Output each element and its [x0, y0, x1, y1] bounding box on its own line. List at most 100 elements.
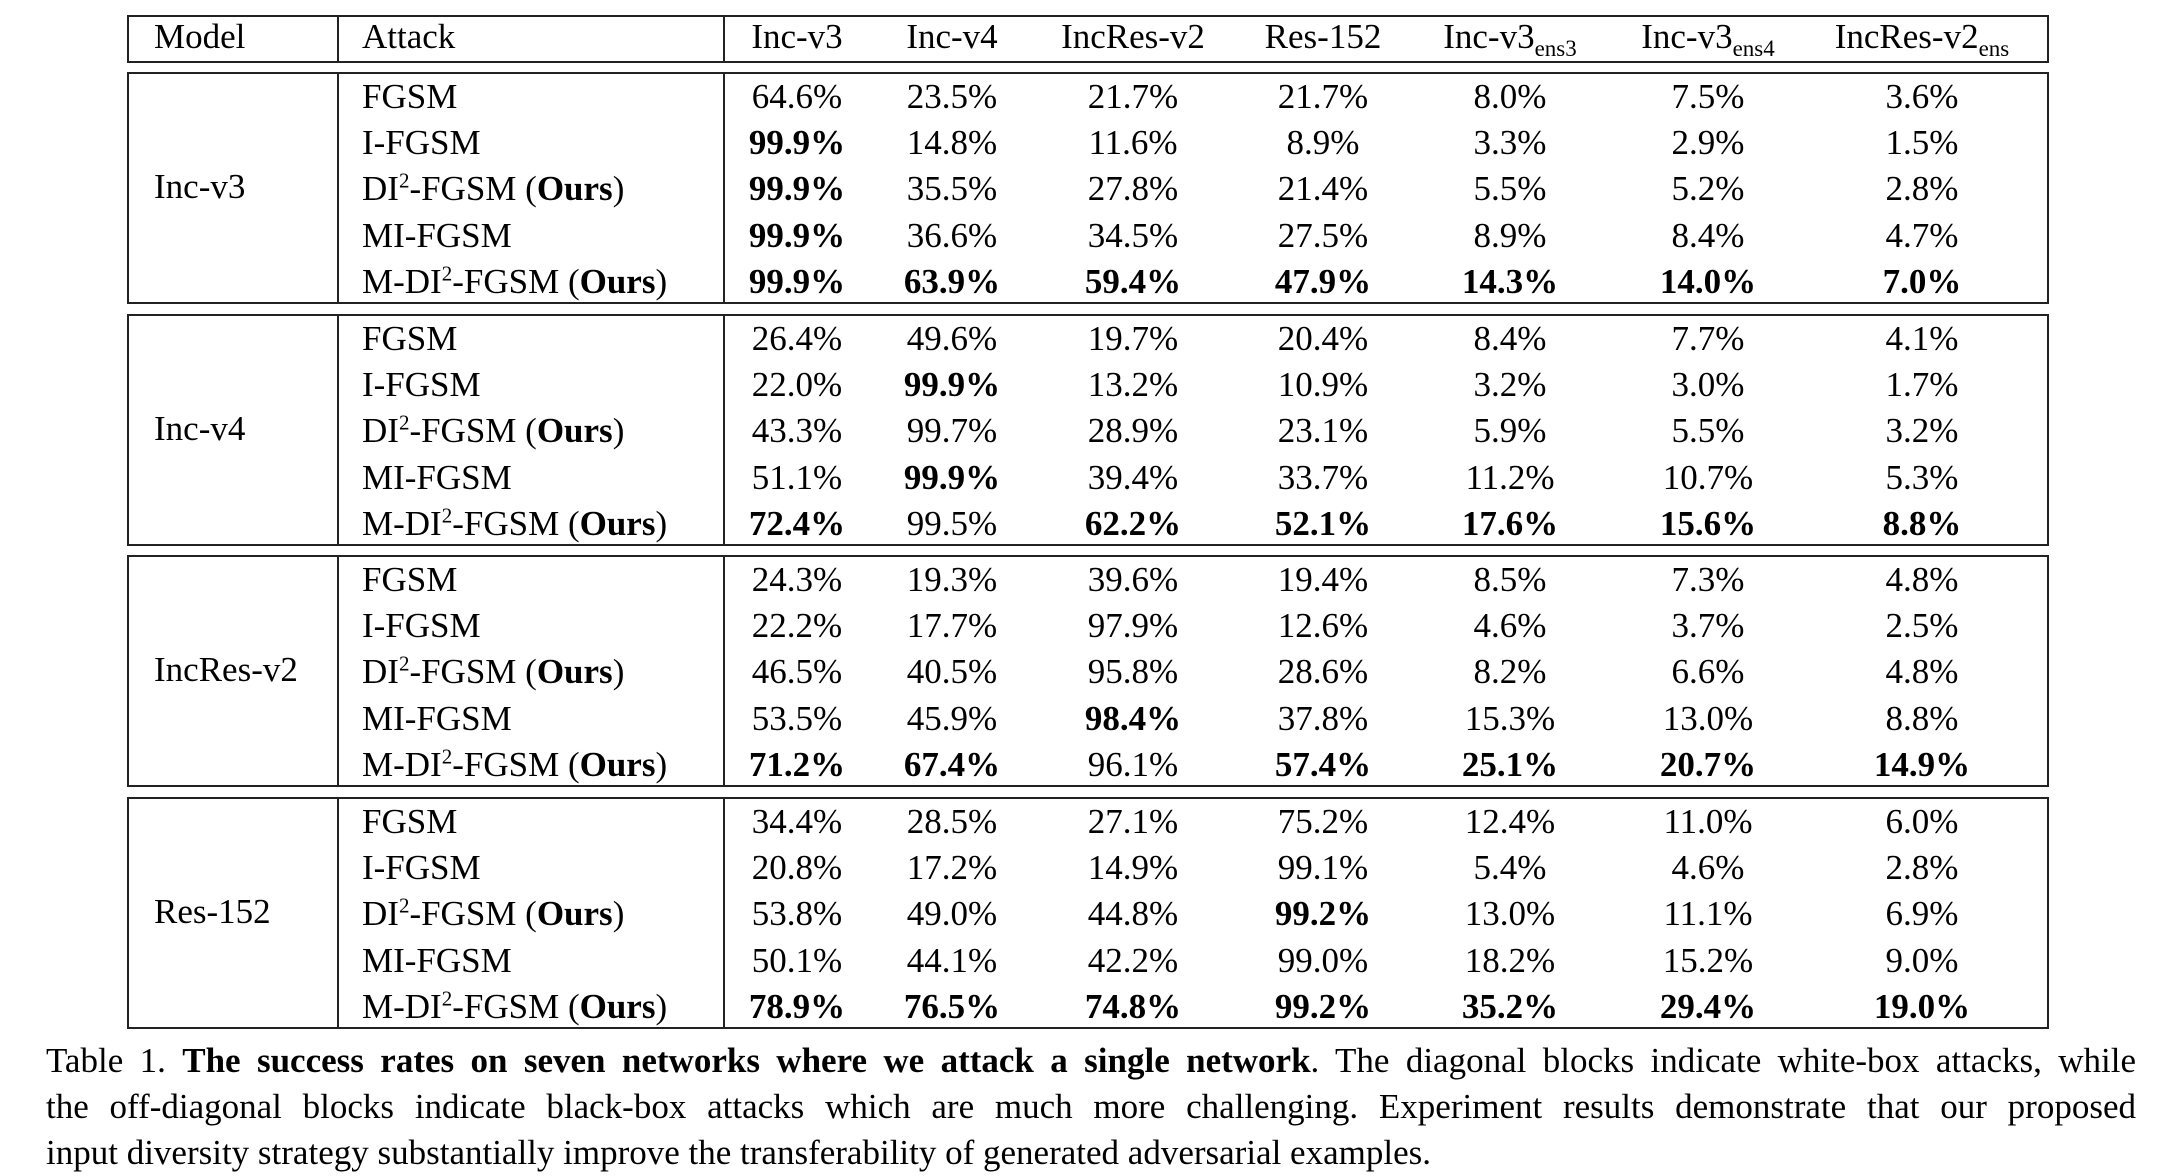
success-rate-cell: 8.8% [1885, 698, 1959, 738]
success-rate-cell: 99.9% [748, 215, 846, 255]
success-rate-cell: 2.9% [1671, 123, 1745, 163]
success-rate-cell: 20.7% [1659, 744, 1757, 784]
success-rate-cell: 72.4% [748, 503, 846, 543]
column-header: IncRes-v2ens [1834, 17, 2010, 61]
success-rate-cell: 99.5% [906, 503, 998, 543]
success-rate-cell: 99.9% [748, 169, 846, 209]
success-rate-cell: 5.3% [1885, 457, 1959, 497]
success-rate-cell: 28.6% [1277, 652, 1369, 692]
success-rate-cell: 28.9% [1087, 411, 1179, 451]
success-rate-cell: 10.7% [1662, 457, 1754, 497]
attack-name: FGSM [362, 319, 458, 358]
success-rate-cell: 8.4% [1671, 215, 1745, 255]
success-rate-cell: 51.1% [751, 457, 843, 497]
success-rate-cell: 53.5% [751, 698, 843, 738]
success-rate-cell: 45.9% [906, 698, 998, 738]
success-rate-cell: 8.0% [1473, 77, 1547, 116]
success-rate-cell: 99.9% [903, 457, 1001, 497]
superscript: 2 [441, 503, 453, 528]
success-rate-cell: 8.4% [1473, 319, 1547, 358]
column-header: Inc-v3ens3 [1443, 17, 1577, 61]
success-rate-cell: 52.1% [1274, 503, 1372, 543]
success-rate-cell: 27.5% [1277, 215, 1369, 255]
ours-label: Ours [579, 503, 656, 543]
column-divider [723, 74, 725, 302]
success-rate-cell: 5.5% [1473, 169, 1547, 209]
success-rate-cell: 99.9% [748, 123, 846, 163]
success-rate-cell: 15.2% [1662, 940, 1754, 980]
success-rate-cell: 8.9% [1286, 123, 1360, 163]
success-rate-cell: 43.3% [751, 411, 843, 451]
header-row [127, 15, 2049, 63]
column-header: IncRes-v2 [1061, 17, 1205, 56]
success-rate-cell: 99.1% [1277, 848, 1369, 888]
success-rate-cell: 1.5% [1885, 123, 1959, 163]
success-rate-cell: 12.6% [1277, 606, 1369, 646]
attack-name: FGSM [362, 77, 458, 116]
header-attack: Attack [362, 17, 456, 56]
success-rate-cell: 20.8% [751, 848, 843, 888]
success-rate-cell: 44.1% [906, 940, 998, 980]
success-rate-cell: 7.3% [1671, 560, 1745, 599]
column-divider [723, 557, 725, 785]
ours-label: Ours [579, 986, 656, 1026]
success-rate-cell: 99.9% [748, 261, 846, 301]
ours-label: Ours [536, 652, 613, 692]
success-rate-cell: 46.5% [751, 652, 843, 692]
column-divider [337, 74, 339, 302]
caption-label: Table 1. [46, 1041, 166, 1080]
success-rate-cell: 6.9% [1885, 894, 1959, 934]
success-rate-cell: 7.7% [1671, 319, 1745, 358]
caption-line-1: Table 1. The success rates on seven netw… [46, 1038, 2136, 1084]
success-rate-cell: 14.0% [1659, 261, 1757, 301]
success-rate-cell: 40.5% [906, 652, 998, 692]
model-name: Res-152 [154, 892, 271, 931]
attack-name: M-DI2-FGSM (Ours) [362, 261, 668, 301]
success-rate-cell: 6.6% [1671, 652, 1745, 692]
success-rate-cell: 99.2% [1274, 894, 1372, 934]
success-rate-cell: 14.9% [1873, 744, 1971, 784]
success-rate-cell: 33.7% [1277, 457, 1369, 497]
success-rate-cell: 4.6% [1473, 606, 1547, 646]
model-block [127, 797, 2049, 1029]
caption-bold-title: The success rates on seven networks wher… [182, 1041, 1311, 1080]
header-model: Model [154, 17, 246, 56]
success-rate-cell: 14.9% [1087, 848, 1179, 888]
success-rate-cell: 9.0% [1885, 940, 1959, 980]
success-rate-cell: 17.2% [906, 848, 998, 888]
attack-name: MI-FGSM [362, 698, 512, 738]
success-rate-cell: 23.5% [906, 77, 998, 116]
success-rate-cell: 35.5% [906, 169, 998, 209]
column-header: Res-152 [1264, 17, 1382, 56]
success-rate-cell: 5.2% [1671, 169, 1745, 209]
success-rate-cell: 12.4% [1464, 802, 1556, 841]
attack-name: DI2-FGSM (Ours) [362, 410, 625, 451]
success-rate-cell: 18.2% [1464, 940, 1556, 980]
success-rate-cell: 8.9% [1473, 215, 1547, 255]
success-rate-cell: 4.8% [1885, 652, 1959, 692]
success-rate-cell: 3.3% [1473, 123, 1547, 163]
success-rate-cell: 29.4% [1659, 986, 1757, 1026]
success-rate-cell: 99.7% [906, 411, 998, 451]
column-divider [337, 316, 339, 544]
success-rate-cell: 8.8% [1882, 503, 1962, 543]
success-rate-cell: 76.5% [903, 986, 1001, 1026]
success-rate-cell: 5.9% [1473, 411, 1547, 451]
success-rate-cell: 24.3% [751, 560, 843, 599]
success-rate-cell: 37.8% [1277, 698, 1369, 738]
success-rate-cell: 19.3% [906, 560, 998, 599]
superscript: 2 [441, 261, 453, 286]
success-rate-cell: 57.4% [1274, 744, 1372, 784]
success-rate-cell: 21.4% [1277, 169, 1369, 209]
caption-line1-rest: . The diagonal blocks indicate white-box… [1310, 1041, 2136, 1080]
success-rate-cell: 20.4% [1277, 319, 1369, 358]
success-rate-cell: 11.2% [1465, 457, 1555, 497]
success-rate-cell: 7.0% [1882, 261, 1962, 301]
success-rate-cell: 4.1% [1885, 319, 1959, 358]
success-rate-cell: 14.3% [1461, 261, 1559, 301]
attack-name: DI2-FGSM (Ours) [362, 168, 625, 209]
success-rate-cell: 5.4% [1473, 848, 1547, 888]
attack-name: MI-FGSM [362, 215, 512, 255]
success-rate-cell: 22.0% [751, 365, 843, 405]
success-rate-cell: 34.4% [751, 802, 843, 841]
